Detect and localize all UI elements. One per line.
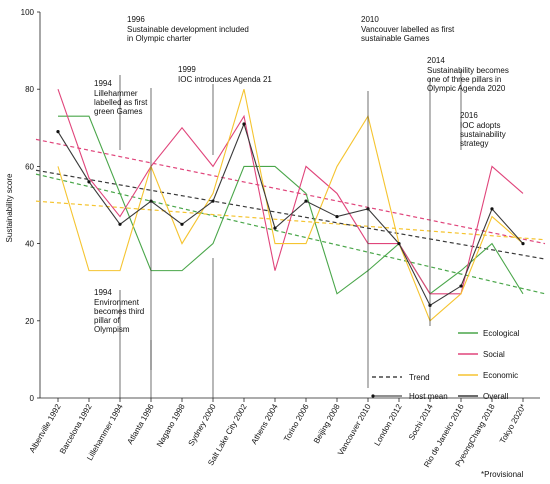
legend-host-mean-dot (371, 394, 375, 398)
x-tick-label: Vancouver 2010 (336, 402, 373, 457)
annotation-line: strategy (460, 139, 488, 148)
annotation-line: one of three pillars in (427, 75, 501, 84)
y-tick-label: 100 (21, 8, 35, 17)
annotation-line: Olympic Agenda 2020 (427, 84, 506, 93)
x-tick-label: Atlanta 1996 (125, 402, 156, 446)
annotation-line: Sustainable development included (127, 25, 249, 34)
host-mean-point (180, 222, 184, 226)
x-tick-label: Sochi 2014 (407, 402, 435, 442)
annotation-line: green Games (94, 107, 142, 116)
x-tick-label: Athens 2004 (249, 402, 280, 446)
x-tick-label: Albertville 1992 (28, 402, 63, 454)
annotation-line: Sustainability becomes (427, 66, 509, 75)
legend-host-mean-label: Host mean (409, 392, 448, 401)
y-tick-label: 80 (25, 85, 34, 94)
x-tick-label: Nagano 1998 (155, 402, 187, 449)
host-mean-point (304, 199, 308, 203)
annotation-year: 2010 (361, 15, 379, 24)
y-tick-label: 40 (25, 240, 34, 249)
annotation-year: 2016 (460, 111, 478, 120)
legend-label: Ecological (483, 329, 520, 338)
trend-line-overall (35, 169, 546, 260)
series-line-social (57, 89, 524, 295)
legend: Ecological Social Economic Overall Trend Host… (371, 329, 520, 401)
annotation-line: Environment (94, 298, 140, 307)
series-line-ecological (58, 115, 524, 295)
host-mean-point (211, 199, 215, 203)
host-mean-point (118, 222, 122, 226)
footnote: *Provisional (481, 470, 523, 479)
host-mean-point (490, 207, 494, 211)
legend-label: Economic (483, 371, 518, 380)
host-mean-point (273, 226, 277, 230)
annotation-line: sustainability (460, 130, 506, 139)
x-tick-label: Barcelona 1992 (58, 402, 94, 456)
legend-label: Social (483, 350, 505, 359)
annotation-line: IOC introduces Agenda 21 (178, 75, 272, 84)
x-tick-label: Tokyo 2020* (498, 403, 528, 446)
trend-line-economic (35, 200, 546, 241)
x-tick-label: Sydney 2000 (187, 402, 218, 447)
host-mean-point (56, 130, 60, 134)
y-tick-label: 20 (25, 317, 34, 326)
annotation-year: 1996 (127, 15, 145, 24)
annotation-year: 2014 (427, 56, 445, 65)
annotation-year: 1994 (94, 79, 112, 88)
x-tick-label: London 2012 (373, 402, 404, 447)
legend-trend-label: Trend (409, 373, 430, 382)
annotation-year: 1999 (178, 65, 196, 74)
legend-label: Overall (483, 392, 509, 401)
host-mean-point (87, 180, 91, 184)
host-mean-point (521, 242, 525, 246)
y-tick-label: 0 (30, 394, 35, 403)
annotation-year: 1994 (94, 288, 112, 297)
host-mean-point (242, 122, 246, 126)
series-line-overall (57, 122, 524, 307)
x-tick-label: Torino 2006 (282, 402, 311, 443)
y-tick-label: 60 (25, 162, 34, 171)
annotation-line: Lillehammer (94, 89, 138, 98)
host-mean-point (335, 214, 339, 219)
annotation-line: pillar of (94, 316, 121, 325)
annotation-line: Vancouver labelled as first (361, 25, 455, 34)
annotation-line: becomes third (94, 307, 144, 316)
host-mean-point (459, 284, 463, 288)
annotation-line: IOC adopts (460, 121, 500, 130)
annotation-line: sustainable Games (361, 34, 429, 43)
series-line-economic (57, 89, 524, 322)
series-lines (56, 89, 525, 322)
x-tick-label: Beijing 2008 (312, 402, 342, 445)
annotation-line: in Olympic charter (127, 34, 192, 43)
annotation-line: labelled as first (94, 98, 148, 107)
trend-line-social (35, 138, 546, 245)
annotation-line: Olympism (94, 325, 130, 334)
host-mean-point (397, 242, 401, 246)
y-axis-label: Sustainability score (5, 173, 14, 242)
